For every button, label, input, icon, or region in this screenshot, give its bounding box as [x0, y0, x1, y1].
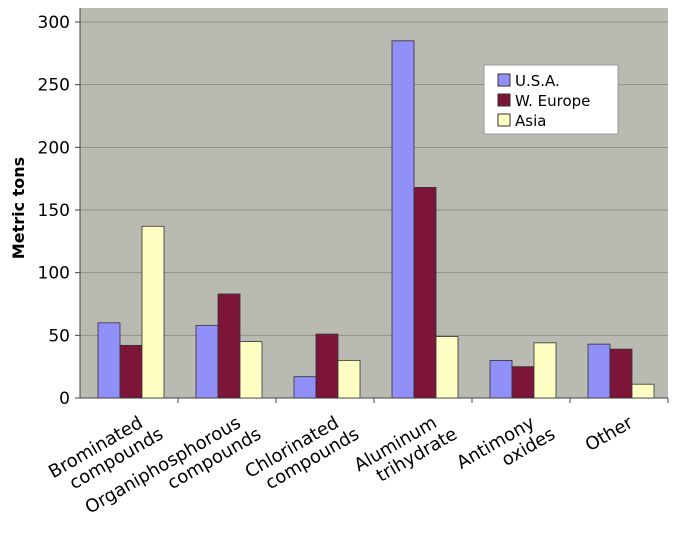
bar-asia — [533, 342, 557, 399]
bar-asia — [239, 341, 263, 399]
y-tick-label: 0 — [59, 389, 70, 409]
bar-usa — [489, 359, 513, 399]
bar-asia — [435, 336, 459, 399]
x-tick-label-line: Other — [582, 412, 637, 456]
legend-swatch — [497, 93, 511, 107]
bar-usa — [293, 376, 317, 399]
legend-swatch — [497, 73, 511, 87]
y-axis-label: Metric tons — [9, 157, 28, 259]
bar-usa — [97, 322, 121, 399]
bar-usa — [391, 40, 415, 399]
bar-usa — [587, 343, 611, 399]
legend-label: Asia — [515, 112, 546, 130]
y-tick-label: 200 — [38, 138, 70, 158]
bar-weurope — [119, 344, 143, 399]
y-tick-label: 250 — [38, 76, 70, 96]
bar-weurope — [217, 293, 241, 399]
y-tick-label: 50 — [48, 326, 70, 346]
bar-asia — [141, 225, 165, 399]
bar-asia — [631, 383, 655, 399]
bar-weurope — [315, 333, 339, 399]
legend-label: U.S.A. — [515, 72, 560, 90]
bar-asia — [337, 359, 361, 399]
y-tick-label: 100 — [38, 264, 70, 284]
y-tick-label: 300 — [38, 13, 70, 33]
bar-weurope — [609, 348, 633, 399]
legend: U.S.A. W. Europe Asia — [483, 64, 619, 135]
legend-label: W. Europe — [515, 92, 590, 110]
bar-weurope — [511, 366, 535, 399]
y-tick-label: 150 — [38, 201, 70, 221]
legend-swatch — [497, 113, 511, 127]
bar-weurope — [413, 187, 437, 399]
x-tick-label: Other — [582, 412, 637, 456]
bar-usa — [195, 324, 219, 399]
